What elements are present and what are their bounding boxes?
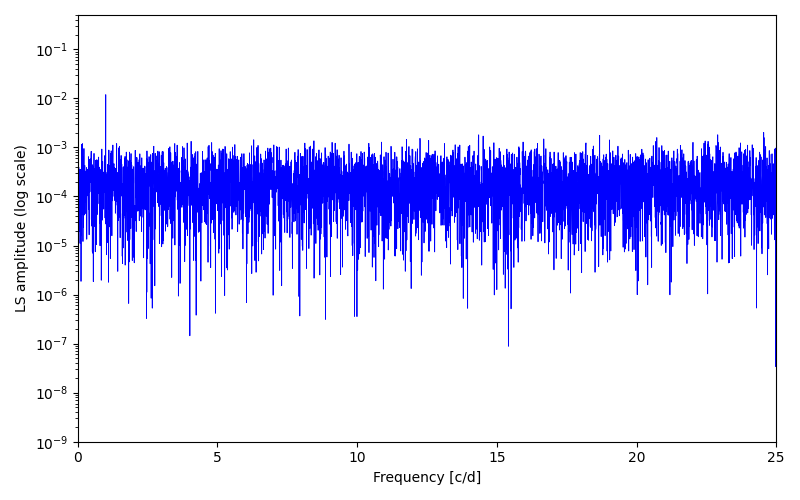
X-axis label: Frequency [c/d]: Frequency [c/d] <box>373 471 481 485</box>
Y-axis label: LS amplitude (log scale): LS amplitude (log scale) <box>15 144 29 312</box>
